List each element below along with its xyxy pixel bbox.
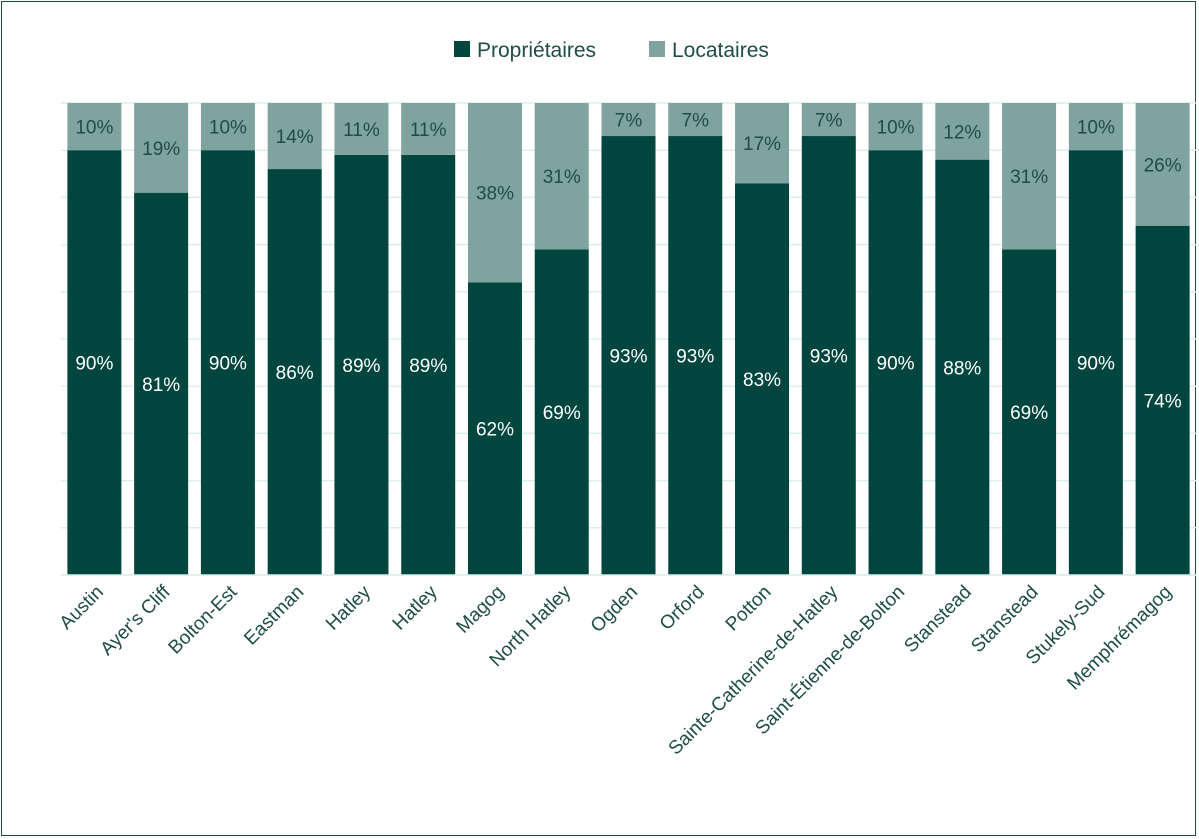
- bar-proprietaires: [601, 136, 656, 576]
- data-label-proprietaires: 62%: [476, 420, 514, 441]
- data-label-locataires: 31%: [543, 167, 581, 188]
- data-label-locataires: 31%: [1010, 167, 1048, 188]
- data-label-locataires: 7%: [815, 111, 843, 132]
- data-label-locataires: 10%: [209, 118, 247, 139]
- bar-proprietaires: [935, 159, 990, 575]
- data-label-locataires: 26%: [1144, 155, 1182, 176]
- data-label-proprietaires: 74%: [1144, 391, 1182, 412]
- bar-proprietaires: [868, 150, 923, 575]
- data-label-locataires: 7%: [615, 111, 643, 132]
- bar-locataires: [401, 103, 456, 155]
- category-label: Bolton-Est: [165, 581, 242, 658]
- bar-locataires: [935, 103, 990, 160]
- data-label-proprietaires: 93%: [609, 347, 647, 368]
- data-label-locataires: 14%: [276, 127, 314, 148]
- bar-locataires: [534, 103, 589, 250]
- bar-proprietaires: [200, 150, 255, 575]
- bar-proprietaires: [1135, 225, 1190, 575]
- data-label-proprietaires: 69%: [543, 403, 581, 424]
- data-label-proprietaires: 88%: [943, 358, 981, 379]
- bar-locataires: [67, 103, 122, 151]
- bar-locataires: [1068, 103, 1123, 151]
- category-label: Potton: [722, 582, 776, 636]
- bar-proprietaires: [801, 136, 856, 576]
- bar-locataires: [334, 103, 389, 155]
- legend-swatch-locataires: [649, 41, 665, 57]
- bar-locataires: [1135, 103, 1190, 226]
- bar-proprietaires: [1002, 249, 1057, 575]
- data-label-proprietaires: 90%: [877, 354, 915, 375]
- category-label: Hatley: [322, 581, 375, 634]
- data-label-locataires: 10%: [75, 118, 113, 139]
- bar-proprietaires: [467, 282, 522, 575]
- bar-locataires: [267, 103, 322, 170]
- data-label-proprietaires: 89%: [409, 356, 447, 377]
- bar-proprietaires: [668, 136, 723, 576]
- bar-proprietaires: [735, 183, 790, 576]
- data-label-locataires: 10%: [1077, 118, 1115, 139]
- category-label: Austin: [56, 582, 108, 634]
- bar-locataires: [801, 103, 856, 137]
- data-label-proprietaires: 93%: [676, 347, 714, 368]
- bar-locataires: [1002, 103, 1057, 250]
- data-label-locataires: 12%: [943, 122, 981, 143]
- legend-swatch-proprietaires: [454, 41, 470, 57]
- bar-proprietaires: [534, 249, 589, 575]
- bar-locataires: [200, 103, 255, 151]
- bar-proprietaires: [67, 150, 122, 575]
- data-label-locataires: 10%: [877, 118, 915, 139]
- bar-locataires: [601, 103, 656, 137]
- bar-proprietaires: [401, 154, 456, 576]
- data-label-proprietaires: 89%: [342, 356, 380, 377]
- category-label: Magog: [453, 582, 509, 638]
- data-label-locataires: 38%: [476, 184, 514, 205]
- bar-locataires: [735, 103, 790, 184]
- data-label-proprietaires: 93%: [810, 347, 848, 368]
- data-label-locataires: 19%: [142, 139, 180, 160]
- data-label-proprietaires: 69%: [1010, 403, 1048, 424]
- legend-label-locataires: Locataires: [672, 39, 769, 62]
- category-label: Stanstead: [900, 582, 975, 657]
- bar-locataires: [868, 103, 923, 151]
- bar-proprietaires: [1068, 150, 1123, 575]
- bar-proprietaires: [334, 154, 389, 576]
- bar-locataires: [134, 103, 189, 193]
- bar-locataires: [668, 103, 723, 137]
- bar-proprietaires: [267, 169, 322, 575]
- data-label-locataires: 11%: [343, 120, 380, 141]
- data-label-proprietaires: 90%: [75, 354, 113, 375]
- category-label: Eastman: [240, 582, 308, 650]
- data-label-locataires: 11%: [410, 120, 447, 141]
- data-label-locataires: 17%: [743, 134, 781, 155]
- data-label-proprietaires: 81%: [142, 375, 180, 396]
- data-label-proprietaires: 86%: [276, 363, 314, 384]
- category-label: Ayer's Cliff: [97, 581, 176, 660]
- bar-locataires: [467, 103, 522, 283]
- category-label: Ogden: [587, 582, 642, 637]
- legend-label-proprietaires: Propriétaires: [477, 39, 596, 62]
- category-label: Orford: [656, 582, 709, 635]
- bar-proprietaires: [134, 192, 189, 575]
- data-label-proprietaires: 90%: [209, 354, 247, 375]
- data-label-proprietaires: 83%: [743, 370, 781, 391]
- data-label-proprietaires: 90%: [1077, 354, 1115, 375]
- category-label: Hatley: [389, 581, 442, 634]
- data-label-locataires: 7%: [682, 111, 710, 132]
